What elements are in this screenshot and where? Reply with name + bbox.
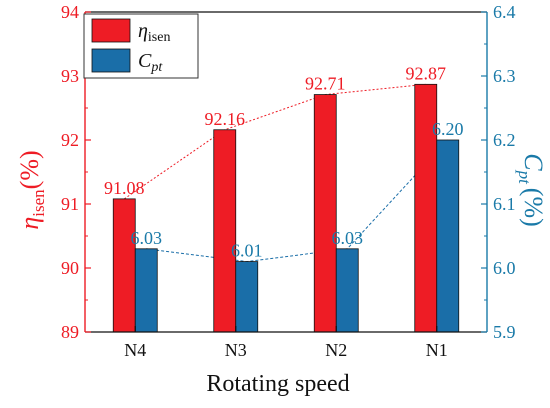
- data-label-eta-isen: 91.08: [104, 178, 145, 198]
- bar-c-pt: [335, 248, 359, 333]
- x-axis-title: Rotating speed: [206, 371, 349, 397]
- left-y-tick-label: 91: [61, 194, 79, 214]
- legend-swatch-eta-isen: [91, 18, 131, 43]
- bar-eta-isen: [313, 94, 337, 333]
- x-tick-label: N4: [124, 340, 146, 360]
- legend-label-eta-isen: ηisen: [138, 20, 170, 45]
- legend-label-c-pt-main: C: [138, 50, 152, 72]
- legend-label-c-pt: Cpt: [138, 50, 163, 75]
- bar-c-pt: [134, 248, 158, 333]
- right-y-axis-title: Cpt (%): [515, 153, 548, 227]
- data-label-c-pt: 6.01: [231, 241, 263, 261]
- x-tick-label: N3: [225, 340, 247, 360]
- left-y-tick-label: 94: [61, 2, 79, 22]
- bar-c-pt: [436, 139, 460, 333]
- legend-swatch-c-pt: [91, 48, 131, 73]
- right-y-tick-label: 6.2: [493, 130, 516, 150]
- right-y-tick-label: 6.4: [493, 2, 516, 22]
- x-tick-label: N2: [325, 340, 347, 360]
- legend-label-c-pt-sub: pt: [150, 60, 163, 75]
- right-y-tick-label: 6.1: [493, 194, 516, 214]
- data-labels: 91.08 92.16 92.71 92.87 6.03 6.01 6.03 6.20: [104, 63, 464, 260]
- data-label-c-pt: 6.03: [131, 228, 163, 248]
- bar-eta-isen: [112, 198, 136, 333]
- x-tick-label: N1: [426, 340, 448, 360]
- legend: ηisen Cpt: [83, 13, 199, 79]
- eta-isen-trend-line: [123, 83, 426, 200]
- data-label-c-pt: 6.03: [332, 228, 364, 248]
- data-label-eta-isen: 92.16: [205, 109, 246, 129]
- legend-label-eta-isen-sub: isen: [148, 30, 171, 45]
- trend-lines: [123, 83, 449, 263]
- bars: [112, 83, 460, 333]
- right-y-axis-title-main: C: [519, 153, 548, 171]
- left-y-axis-title: ηisen(%): [15, 150, 48, 229]
- bar-c-pt: [235, 261, 259, 333]
- left-y-tick-label: 89: [61, 322, 79, 342]
- data-label-c-pt: 6.20: [432, 119, 464, 139]
- right-y-axis-title-unit: (%): [519, 188, 548, 227]
- right-y-tick-label: 6.3: [493, 66, 516, 86]
- left-y-tick-label: 90: [61, 258, 79, 278]
- legend-label-eta-isen-main: η: [138, 20, 148, 42]
- data-label-eta-isen: 92.71: [305, 74, 346, 94]
- data-label-eta-isen: 92.87: [406, 63, 447, 83]
- c-pt-trend-line: [146, 139, 449, 263]
- bar-eta-isen: [213, 129, 237, 333]
- right-y-tick-label: 5.9: [493, 322, 516, 342]
- left-y-tick-label: 93: [61, 66, 79, 86]
- left-y-axis-title-main: η: [15, 217, 44, 230]
- right-y-axis-title-sub: pt: [515, 170, 534, 186]
- left-y-axis-title-sub: isen: [29, 189, 48, 217]
- right-y-tick-label: 6.0: [493, 258, 516, 278]
- left-y-tick-label: 92: [61, 130, 79, 150]
- left-y-axis-title-unit: (%): [15, 150, 44, 189]
